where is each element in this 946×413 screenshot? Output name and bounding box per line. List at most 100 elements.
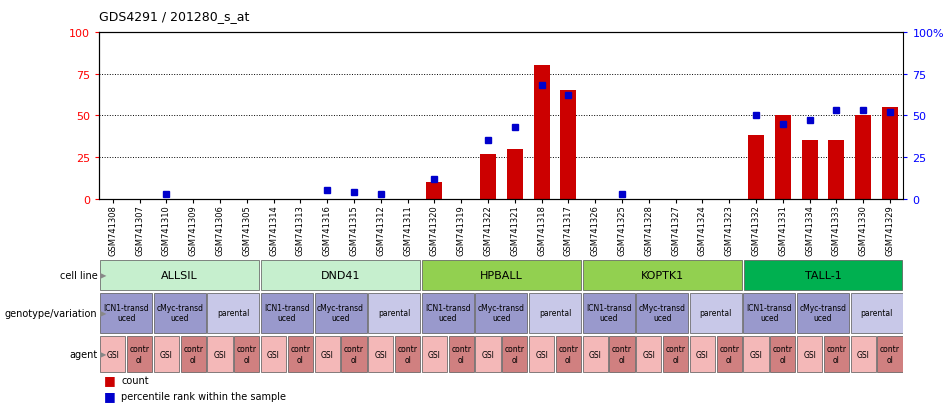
Bar	[235, 336, 259, 372]
Text: DND41: DND41	[321, 270, 360, 280]
Bar	[100, 336, 125, 372]
Text: GSI: GSI	[106, 350, 119, 358]
Bar	[502, 336, 527, 372]
Text: ALLSIL: ALLSIL	[162, 270, 198, 280]
Bar	[797, 293, 849, 333]
Bar	[878, 336, 902, 372]
Bar	[342, 336, 366, 372]
Text: GSI: GSI	[642, 350, 656, 358]
Text: GSI: GSI	[482, 350, 495, 358]
Text: ICN1-transd
uced: ICN1-transd uced	[264, 303, 309, 323]
Bar	[100, 260, 259, 290]
Bar	[770, 336, 796, 372]
Text: GSI: GSI	[696, 350, 709, 358]
Bar	[315, 336, 340, 372]
Bar	[850, 293, 902, 333]
Bar	[422, 293, 474, 333]
Bar	[207, 293, 259, 333]
Text: ■: ■	[104, 373, 115, 387]
Bar	[744, 293, 796, 333]
Text: ICN1-transd
uced: ICN1-transd uced	[425, 303, 470, 323]
Bar	[207, 336, 233, 372]
Text: parental: parental	[378, 309, 411, 317]
Bar	[801, 141, 817, 199]
Text: cMyc-transd
uced: cMyc-transd uced	[639, 303, 686, 323]
Text: parental: parental	[861, 309, 893, 317]
Bar	[368, 336, 394, 372]
Text: GSI: GSI	[428, 350, 441, 358]
Bar	[427, 183, 443, 199]
Text: contr
ol: contr ol	[666, 344, 686, 364]
Text: parental: parental	[539, 309, 571, 317]
Bar	[850, 336, 876, 372]
Bar	[717, 336, 742, 372]
Bar	[609, 336, 635, 372]
Bar	[127, 336, 152, 372]
Bar	[637, 336, 661, 372]
Bar	[154, 293, 205, 333]
Text: ICN1-transd
uced: ICN1-transd uced	[103, 303, 149, 323]
Bar	[422, 260, 581, 290]
Bar	[100, 293, 152, 333]
Bar	[797, 336, 822, 372]
Bar	[181, 336, 205, 372]
Bar	[507, 149, 523, 199]
Text: contr
ol: contr ol	[827, 344, 847, 364]
Text: KOPTK1: KOPTK1	[640, 270, 684, 280]
Bar	[448, 336, 474, 372]
Text: GSI: GSI	[375, 350, 387, 358]
Bar	[261, 260, 420, 290]
Text: contr
ol: contr ol	[451, 344, 471, 364]
Bar	[476, 293, 527, 333]
Text: contr
ol: contr ol	[558, 344, 578, 364]
Text: GSI: GSI	[214, 350, 226, 358]
Bar	[855, 116, 871, 199]
Bar	[663, 336, 688, 372]
Text: parental: parental	[700, 309, 732, 317]
Text: percentile rank within the sample: percentile rank within the sample	[121, 391, 286, 401]
Text: count: count	[121, 375, 149, 385]
Text: GSI: GSI	[803, 350, 816, 358]
Text: ■: ■	[104, 389, 115, 402]
Bar	[690, 336, 715, 372]
Text: ICN1-transd
uced: ICN1-transd uced	[586, 303, 631, 323]
Text: HPBALL: HPBALL	[480, 270, 523, 280]
Bar	[583, 336, 607, 372]
Text: cMyc-transd
uced: cMyc-transd uced	[478, 303, 525, 323]
Bar	[556, 336, 581, 372]
Text: contr
ol: contr ol	[773, 344, 793, 364]
Text: cMyc-transd
uced: cMyc-transd uced	[317, 303, 364, 323]
Bar	[744, 260, 902, 290]
Text: GSI: GSI	[535, 350, 548, 358]
Text: contr
ol: contr ol	[612, 344, 632, 364]
Text: GSI: GSI	[749, 350, 762, 358]
Bar	[748, 136, 764, 199]
Text: contr
ol: contr ol	[344, 344, 364, 364]
Bar	[476, 336, 500, 372]
Text: ICN1-transd
uced: ICN1-transd uced	[746, 303, 792, 323]
Text: contr
ol: contr ol	[397, 344, 417, 364]
Bar	[583, 293, 635, 333]
Bar	[560, 91, 576, 199]
Bar	[422, 336, 447, 372]
Text: contr
ol: contr ol	[719, 344, 739, 364]
Bar	[529, 336, 554, 372]
Bar	[480, 154, 496, 199]
Text: GSI: GSI	[321, 350, 334, 358]
Text: GSI: GSI	[267, 350, 280, 358]
Bar	[261, 336, 286, 372]
Bar	[583, 260, 742, 290]
Bar	[395, 336, 420, 372]
Text: ▶: ▶	[100, 271, 107, 280]
Text: GSI: GSI	[857, 350, 869, 358]
Text: TALL-1: TALL-1	[805, 270, 841, 280]
Text: GDS4291 / 201280_s_at: GDS4291 / 201280_s_at	[99, 10, 250, 23]
Bar	[829, 141, 845, 199]
Bar	[288, 336, 313, 372]
Text: cell line: cell line	[60, 270, 97, 280]
Text: contr
ol: contr ol	[290, 344, 310, 364]
Bar	[824, 336, 849, 372]
Text: ▶: ▶	[100, 350, 107, 358]
Bar	[775, 116, 791, 199]
Text: contr
ol: contr ol	[236, 344, 256, 364]
